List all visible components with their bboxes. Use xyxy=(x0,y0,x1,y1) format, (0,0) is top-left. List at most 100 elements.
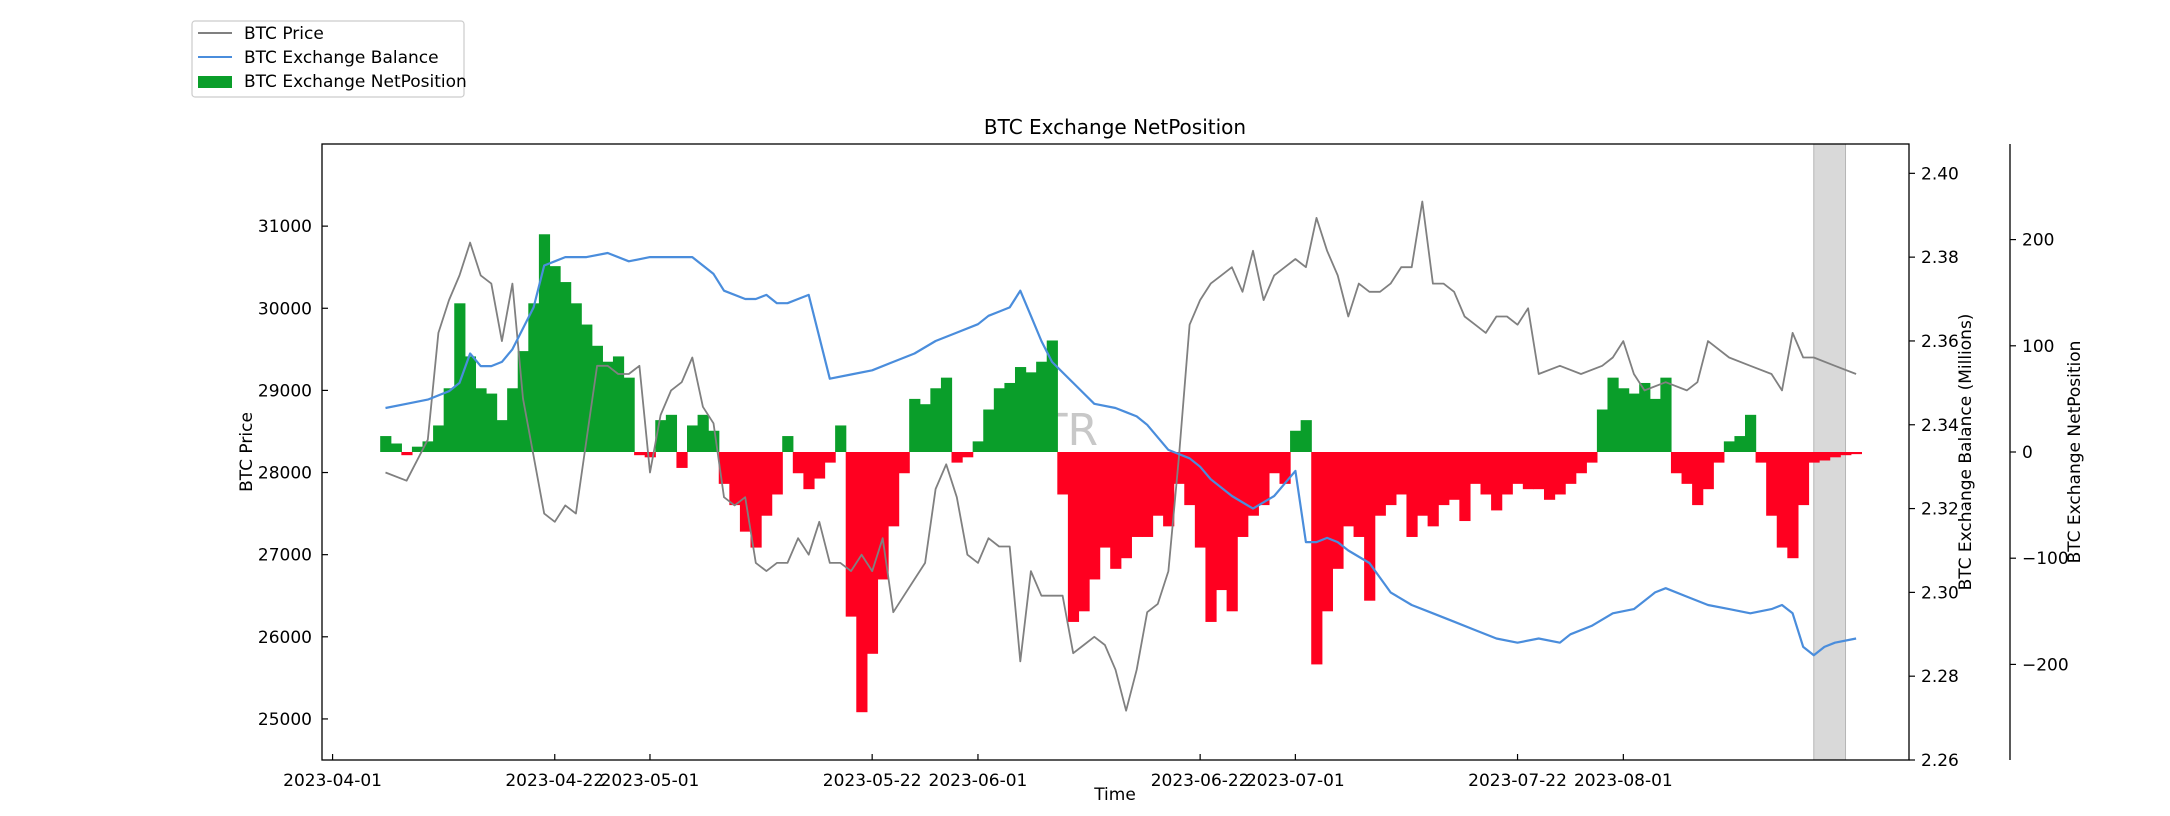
netposition-bar xyxy=(1417,452,1429,516)
balance-tick-label: 2.30 xyxy=(1921,583,1959,603)
netposition-bar xyxy=(824,452,836,463)
netposition-bar xyxy=(1078,452,1090,612)
netposition-bar xyxy=(1850,452,1862,455)
price-tick-label: 25000 xyxy=(258,710,312,730)
netposition-bar xyxy=(644,452,656,458)
netposition-bar xyxy=(1364,452,1376,601)
netposition-bar xyxy=(1131,452,1143,537)
legend-box xyxy=(191,20,465,98)
netposition-bar xyxy=(464,356,477,452)
netposition-bar xyxy=(708,430,720,452)
price-axis: 25000 26000 27000 28000 29000 30000 31000 xyxy=(258,217,328,730)
netposition-bar xyxy=(1089,452,1101,580)
netposition-bar xyxy=(1660,377,1672,452)
netposition-bar xyxy=(1512,452,1524,484)
netposition-bar xyxy=(1353,452,1365,537)
netposition-bar xyxy=(380,436,392,452)
netposition-bar xyxy=(1163,452,1175,527)
netposition-bar xyxy=(1004,382,1016,452)
netposition-bar xyxy=(1755,452,1767,463)
netposition-bar xyxy=(1607,377,1619,452)
netposition-tick-label: 0 xyxy=(2022,443,2033,463)
netposition-bar xyxy=(549,266,561,452)
netposition-bar xyxy=(1332,452,1344,569)
netposition-bar xyxy=(581,324,593,452)
netposition-bar xyxy=(1491,452,1503,511)
netposition-bar xyxy=(1628,393,1640,452)
x-axis-label: Time xyxy=(1093,785,1136,805)
netposition-bar xyxy=(1681,452,1693,484)
netposition-bar xyxy=(1226,452,1238,612)
netposition-bar xyxy=(1268,452,1281,474)
balance-tick-label: 2.32 xyxy=(1921,500,1959,520)
netposition-bar xyxy=(866,452,879,654)
netposition-bar xyxy=(1840,452,1852,456)
netposition-bar xyxy=(1216,452,1228,591)
netposition-bar xyxy=(1766,452,1778,516)
netposition-bar xyxy=(1670,452,1683,474)
netposition-bar xyxy=(1797,452,1810,506)
netposition-bar xyxy=(612,356,625,452)
balance-tick-label: 2.26 xyxy=(1921,751,1959,771)
netposition-bar xyxy=(1639,382,1651,452)
netposition-tick-label: −200 xyxy=(2022,655,2069,675)
balance-line xyxy=(385,251,1857,657)
netposition-bar xyxy=(1184,452,1196,506)
netposition-bar xyxy=(1258,452,1270,506)
price-tick-label: 29000 xyxy=(258,381,312,401)
x-tick-label: 2023-05-01 xyxy=(601,771,700,791)
netposition-bar xyxy=(1787,452,1799,559)
netposition-bar xyxy=(835,425,847,452)
netposition-bar xyxy=(1374,452,1386,516)
netposition-bar xyxy=(1565,452,1577,484)
netposition-bar xyxy=(1459,452,1471,522)
netposition-bars xyxy=(380,234,1862,713)
netposition-bar xyxy=(1692,452,1704,506)
netposition-bar xyxy=(591,345,603,452)
netposition-bar xyxy=(1702,452,1714,490)
netposition-bar xyxy=(1533,452,1545,490)
netposition-bar xyxy=(1406,452,1418,537)
balance-axis-label: BTC Exchange Balance (Millions) xyxy=(1956,314,1976,591)
netposition-bar xyxy=(1427,452,1439,527)
balance-axis: 2.26 2.28 2.30 2.32 2.34 2.36 2.38 2.40 xyxy=(1909,164,1959,771)
netposition-bar xyxy=(1152,452,1164,516)
netposition-bar xyxy=(930,388,942,452)
netposition-bar xyxy=(856,452,868,713)
netposition-bar xyxy=(1057,452,1069,495)
netposition-bar xyxy=(993,388,1006,452)
netposition-bar xyxy=(1819,452,1831,461)
netposition-bar xyxy=(1448,452,1460,500)
x-tick-label: 2023-04-01 xyxy=(283,771,382,791)
netposition-bar xyxy=(739,452,752,532)
netposition-bar xyxy=(1713,452,1725,463)
netposition-tick-label: 200 xyxy=(2022,231,2054,251)
x-tick-label: 2023-07-22 xyxy=(1468,771,1567,791)
netposition-bar xyxy=(528,303,540,452)
netposition-bar xyxy=(813,452,826,479)
chart-title: BTC Exchange NetPosition xyxy=(984,115,1246,139)
netposition-bar xyxy=(1618,388,1630,452)
netposition-bar xyxy=(1099,452,1111,548)
netposition-bar xyxy=(475,388,487,452)
legend: BTC Price BTC Exchange Balance BTC Excha… xyxy=(191,20,467,98)
netposition-bar xyxy=(602,361,614,452)
price-tick-label: 30000 xyxy=(258,299,312,319)
netposition-bar xyxy=(1247,452,1259,516)
netposition-tick-label: −100 xyxy=(2022,549,2069,569)
netposition-bar xyxy=(1808,452,1820,463)
netposition-bar xyxy=(761,452,773,516)
netposition-bar xyxy=(771,452,783,495)
netposition-bar xyxy=(655,420,667,452)
balance-tick-label: 2.40 xyxy=(1921,164,1959,184)
netposition-bar xyxy=(538,234,551,452)
netposition-bar xyxy=(1745,414,1757,452)
netposition-bar xyxy=(1173,452,1185,484)
netposition-bar xyxy=(845,452,857,617)
netposition-bar xyxy=(962,452,974,458)
netposition-bar xyxy=(676,452,688,468)
netposition-bar xyxy=(782,436,794,452)
netposition-bar xyxy=(718,452,730,484)
netposition-bar xyxy=(1469,452,1482,484)
